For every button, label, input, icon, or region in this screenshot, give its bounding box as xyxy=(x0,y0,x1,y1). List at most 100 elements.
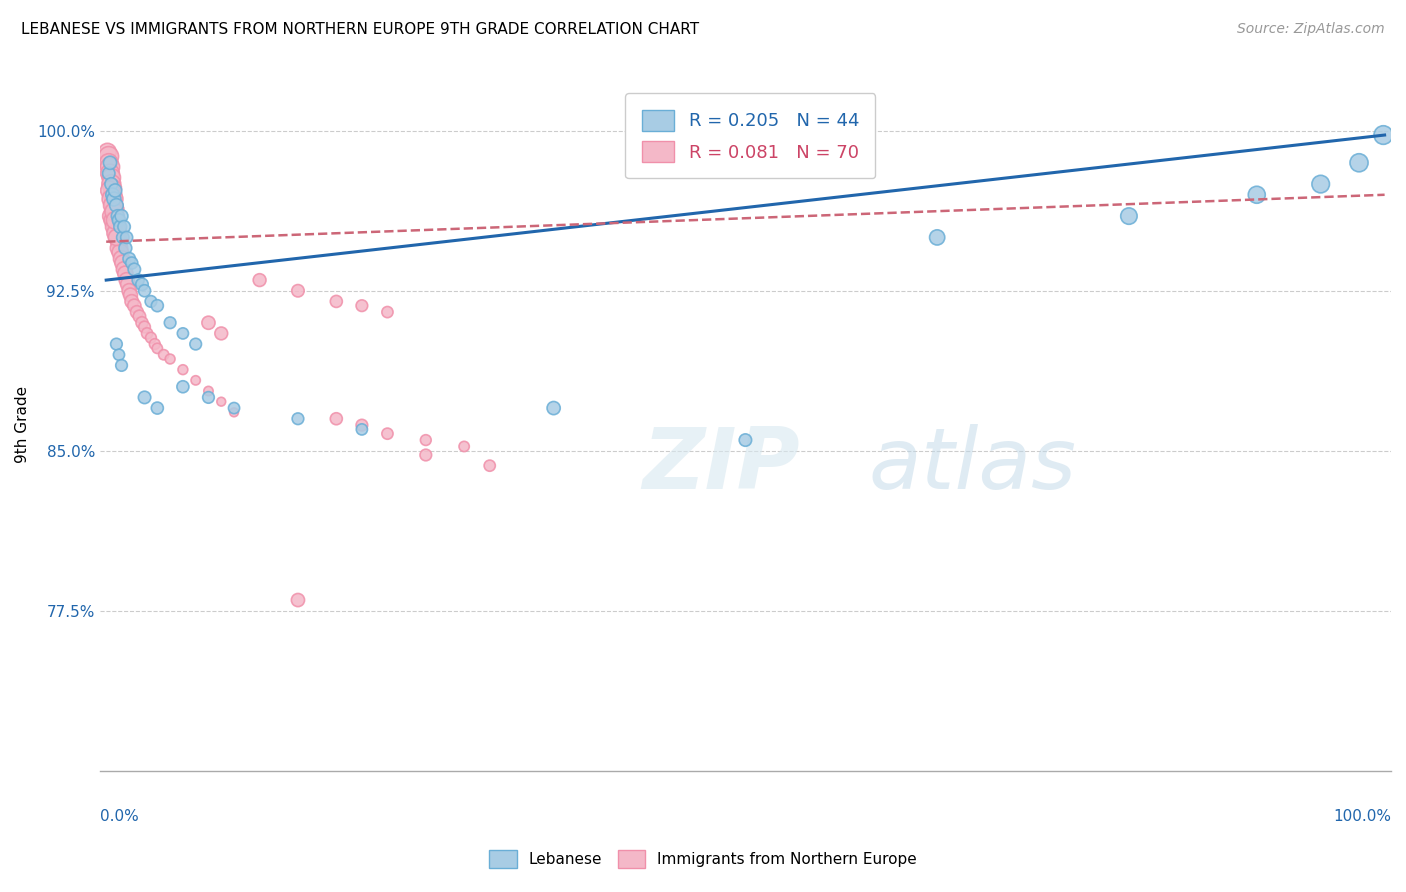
Point xyxy=(110,209,132,223)
Point xyxy=(98,160,121,174)
Point xyxy=(127,273,149,287)
Point xyxy=(100,192,122,206)
Point xyxy=(453,440,475,454)
Point xyxy=(134,320,156,334)
Point xyxy=(101,181,124,195)
Y-axis label: 9th Grade: 9th Grade xyxy=(15,385,30,463)
Point xyxy=(118,284,141,298)
Point xyxy=(543,401,565,415)
Point xyxy=(107,224,129,238)
Text: atlas: atlas xyxy=(868,425,1076,508)
Point xyxy=(159,316,181,330)
Point xyxy=(110,219,132,234)
Point xyxy=(105,198,128,212)
Point xyxy=(152,348,174,362)
Point xyxy=(97,149,120,163)
Point xyxy=(287,593,309,607)
Point xyxy=(105,219,128,234)
Point xyxy=(350,299,373,313)
Point xyxy=(197,391,219,405)
Point xyxy=(100,209,122,223)
Point xyxy=(104,184,127,198)
Point xyxy=(121,256,143,270)
Point xyxy=(107,230,129,244)
Point xyxy=(131,277,153,292)
Point xyxy=(1118,209,1140,223)
Point xyxy=(222,401,245,415)
Point xyxy=(118,252,141,266)
Point xyxy=(159,351,181,366)
Point xyxy=(104,226,127,240)
Point xyxy=(1309,177,1331,191)
Point xyxy=(139,294,162,309)
Point xyxy=(108,213,131,227)
Point xyxy=(136,326,159,341)
Point xyxy=(110,245,132,260)
Point xyxy=(146,401,169,415)
Legend: Lebanese, Immigrants from Northern Europe: Lebanese, Immigrants from Northern Europ… xyxy=(481,843,925,875)
Point xyxy=(222,405,245,419)
Point xyxy=(110,252,132,266)
Point xyxy=(146,299,169,313)
Point xyxy=(124,299,146,313)
Point xyxy=(103,192,125,206)
Point xyxy=(103,198,125,212)
Point xyxy=(415,433,437,447)
Point xyxy=(139,331,162,345)
Point xyxy=(134,284,156,298)
Text: ZIP: ZIP xyxy=(643,425,800,508)
Point xyxy=(112,262,135,277)
Point xyxy=(287,284,309,298)
Point xyxy=(117,277,139,292)
Point xyxy=(249,273,271,287)
Point xyxy=(125,305,148,319)
Point xyxy=(172,380,194,394)
Point xyxy=(325,294,347,309)
Point xyxy=(120,288,142,302)
Point xyxy=(184,373,207,387)
Point xyxy=(100,177,122,191)
Point xyxy=(209,394,232,409)
Point xyxy=(172,326,194,341)
Point xyxy=(101,187,124,202)
Point xyxy=(100,170,122,185)
Point xyxy=(108,348,131,362)
Point xyxy=(114,267,136,281)
Point xyxy=(108,241,131,255)
Point xyxy=(97,155,120,169)
Point xyxy=(101,213,124,227)
Point xyxy=(107,209,129,223)
Point xyxy=(734,433,756,447)
Point xyxy=(121,294,143,309)
Point xyxy=(97,166,120,180)
Point xyxy=(478,458,501,473)
Point xyxy=(101,187,124,202)
Point xyxy=(96,145,118,160)
Point xyxy=(103,219,125,234)
Point xyxy=(134,391,156,405)
Point xyxy=(105,213,128,227)
Point xyxy=(98,166,121,180)
Point xyxy=(105,230,128,244)
Point xyxy=(209,326,232,341)
Point xyxy=(128,310,150,324)
Point xyxy=(377,426,399,441)
Point xyxy=(131,316,153,330)
Point xyxy=(172,362,194,376)
Text: LEBANESE VS IMMIGRANTS FROM NORTHERN EUROPE 9TH GRADE CORRELATION CHART: LEBANESE VS IMMIGRANTS FROM NORTHERN EUR… xyxy=(21,22,699,37)
Point xyxy=(115,230,138,244)
Point xyxy=(111,230,134,244)
Point xyxy=(104,213,127,227)
Point xyxy=(927,230,949,244)
Point xyxy=(104,202,127,217)
Point xyxy=(143,337,166,351)
Point xyxy=(1246,187,1268,202)
Point xyxy=(103,204,125,219)
Text: 0.0%: 0.0% xyxy=(100,809,139,824)
Point xyxy=(105,337,128,351)
Text: 100.0%: 100.0% xyxy=(1333,809,1391,824)
Point xyxy=(184,337,207,351)
Point xyxy=(124,262,146,277)
Point xyxy=(115,273,138,287)
Point xyxy=(114,241,136,255)
